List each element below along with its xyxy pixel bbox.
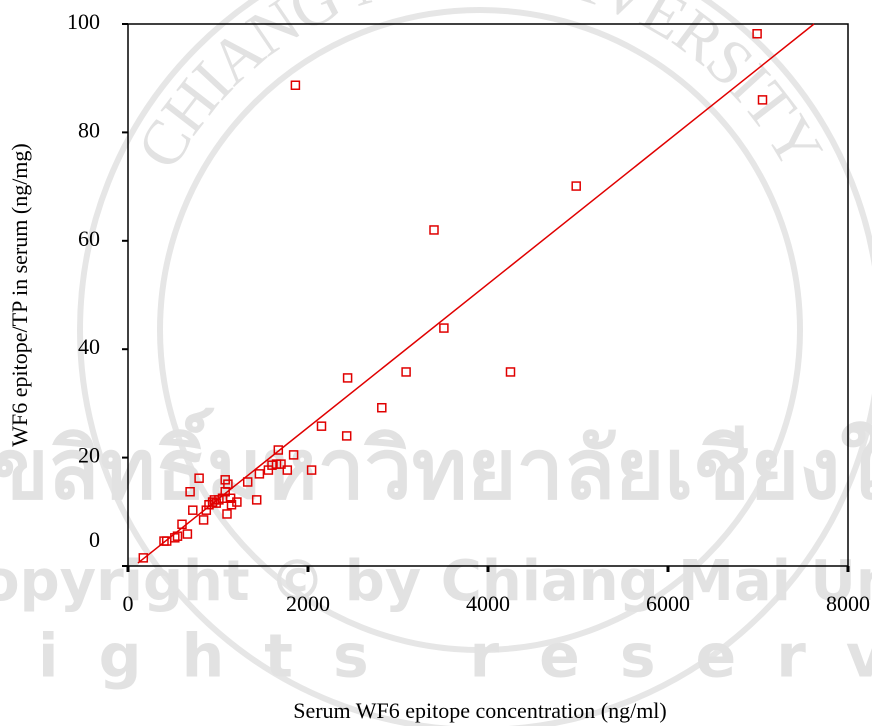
- seal-ring: [157, 7, 803, 653]
- point: [194, 473, 204, 483]
- y-tick-label: 60: [78, 226, 100, 251]
- point: [290, 80, 301, 90]
- point: [198, 515, 209, 525]
- watermark-copyright: Copyright © by Chiang Mai University: [0, 549, 872, 614]
- point: [757, 95, 768, 105]
- point: [401, 367, 411, 377]
- point: [288, 450, 299, 460]
- point: [138, 553, 149, 563]
- point: [226, 500, 237, 510]
- y-tick-label: 80: [78, 117, 100, 142]
- x-tick-label: 8000: [826, 591, 870, 616]
- y-tick-label: 40: [78, 334, 100, 359]
- point: [251, 495, 262, 505]
- y-axis-label: WF6 epitope/TP in serum (ng/mg): [7, 143, 32, 446]
- point: [254, 469, 265, 479]
- point: [273, 445, 284, 455]
- point: [182, 529, 193, 539]
- x-tick-label: 0: [123, 591, 134, 616]
- point: [752, 29, 762, 39]
- y-tick-label: 0: [89, 527, 100, 552]
- x-axis-label: Serum WF6 epitope concentration (ng/ml): [293, 698, 667, 723]
- fit-line: [137, 23, 815, 564]
- point: [282, 465, 293, 475]
- x-tick-label: 4000: [466, 591, 510, 616]
- point: [188, 505, 198, 515]
- y-tick-label: 20: [78, 443, 100, 468]
- point: [342, 373, 353, 383]
- point: [172, 531, 183, 541]
- point: [276, 459, 286, 469]
- point: [505, 367, 516, 377]
- x-tick-label: 6000: [646, 591, 690, 616]
- point: [316, 421, 327, 431]
- point: [341, 431, 352, 441]
- point: [232, 497, 242, 507]
- y-tick-label: 100: [67, 9, 100, 34]
- x-tick-label: 2000: [286, 591, 330, 616]
- point: [377, 402, 387, 413]
- point: [170, 533, 180, 543]
- point: [439, 323, 449, 333]
- point: [177, 519, 187, 530]
- point: [571, 181, 581, 191]
- point: [223, 479, 233, 489]
- watermark-thai: ลิขสิทธิ์มหาวิทยาลัยเชียงใหม่: [0, 407, 872, 518]
- point: [429, 225, 439, 235]
- point: [222, 509, 232, 519]
- point: [185, 486, 195, 497]
- point: [201, 505, 212, 515]
- seal-ring: [77, 0, 872, 726]
- point: [306, 465, 317, 475]
- point: [242, 477, 253, 487]
- watermark-rights: All rights reserved: [0, 622, 872, 692]
